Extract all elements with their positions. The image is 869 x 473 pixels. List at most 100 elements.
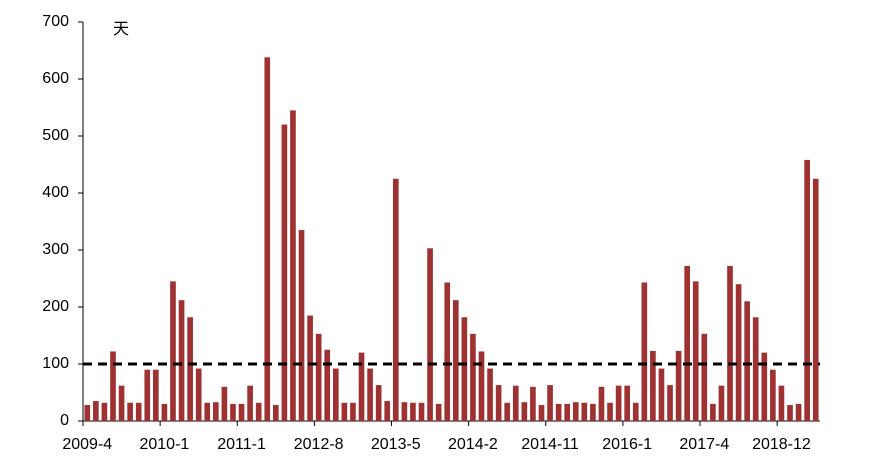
y-tick-label: 100 [42,355,69,372]
y-tick-label: 200 [42,298,69,315]
bar [410,402,416,421]
bar [804,159,810,421]
bar [290,110,296,421]
bar [718,385,725,421]
bar [118,385,125,421]
bar [298,230,305,421]
bar [701,333,708,421]
bar [187,317,193,421]
bar [272,405,279,421]
bar [778,385,785,421]
bar [787,405,793,421]
bar [735,284,742,421]
bar [744,301,750,421]
bar [230,403,236,421]
bar [341,402,348,421]
bar [572,402,579,421]
y-tick-label: 0 [60,412,69,429]
bar [470,333,476,421]
y-tick-label: 400 [42,184,69,201]
x-tick-label: 2010-1 [139,436,189,453]
bar [213,402,219,421]
bar [538,405,545,421]
bar [641,282,648,421]
bar [684,265,690,421]
bar [161,403,168,421]
x-tick-label: 2011-1 [217,436,266,453]
bar [658,368,665,421]
bar [247,385,253,421]
bar [238,403,245,421]
x-tick-label: 2009-4 [62,436,112,453]
bar [435,403,442,421]
bar [281,124,288,421]
bar [307,315,313,421]
bar [444,282,451,421]
bar [487,368,493,421]
bar [632,402,639,421]
x-tick-label: 2014-2 [448,436,498,453]
bar [170,281,176,421]
bar [350,402,356,421]
bar [110,351,116,421]
bar [221,386,228,421]
bar [615,385,622,421]
bar [452,300,459,421]
bar [384,401,391,421]
bar [401,402,408,421]
bar [547,385,553,421]
bar [564,403,571,421]
bar [598,386,605,421]
bar [178,300,185,421]
y-tick-label: 500 [42,127,69,144]
bar [478,351,485,421]
bar [555,403,562,421]
bar [195,368,202,421]
bar [675,350,682,421]
bar [358,352,365,421]
bar [590,403,596,421]
bar [144,369,151,421]
bar [727,265,733,421]
bar [624,385,631,421]
bar [204,402,211,421]
bar [127,402,133,421]
bar [255,402,262,421]
bar [418,402,425,421]
bar [264,57,271,422]
x-tick-label: 2014-11 [521,436,579,453]
bar [495,385,502,421]
x-tick-label: 2013-5 [371,436,421,453]
x-tick-label: 2018-12 [752,436,811,453]
bar [375,385,382,421]
bar [795,403,802,421]
bar [101,402,108,421]
bar [770,369,776,421]
y-tick-label: 300 [42,241,69,258]
bar [581,402,588,421]
bar [512,385,519,421]
bar [607,402,613,421]
bar [692,281,699,421]
y-tick-label: 600 [42,70,69,87]
bar [153,369,159,421]
bar [650,350,656,421]
bar [84,405,91,421]
bar [812,178,819,421]
bar [761,352,768,421]
bar [667,385,673,421]
bar [461,317,468,421]
bar [504,402,511,421]
bar [93,401,99,421]
bar [752,317,759,421]
bar [530,386,536,421]
bar [521,402,528,421]
bar [315,333,322,421]
bar [427,248,433,421]
y-tick-label: 700 [42,13,69,30]
bar [710,403,716,421]
x-tick-label: 2016-1 [602,436,652,453]
x-tick-label: 2017-4 [679,436,729,453]
bar [392,178,399,421]
